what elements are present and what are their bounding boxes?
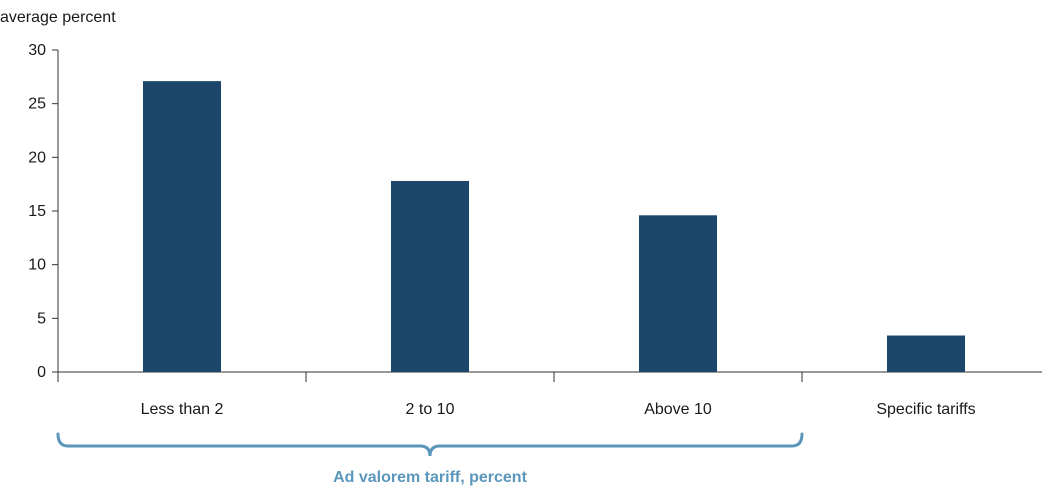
x-axis — [57, 371, 1042, 382]
y-tick-label: 0 — [37, 364, 46, 381]
y-tick-label: 30 — [28, 42, 46, 59]
y-tick-label: 15 — [28, 203, 46, 220]
y-tick-label: 5 — [37, 310, 46, 327]
y-tick-label: 20 — [28, 149, 46, 166]
bar — [391, 180, 469, 372]
y-axis-label: average percent — [0, 9, 116, 26]
group-brace — [56, 432, 804, 457]
group-label: Ad valorem tariff, percent — [333, 469, 528, 486]
bar — [639, 215, 717, 372]
x-category-label: Specific tariffs — [876, 401, 975, 418]
category-labels: Less than 2 2 to 10 Above 10 Specific tarif… — [141, 401, 976, 418]
x-category-label: Less than 2 — [141, 401, 224, 418]
bar — [887, 335, 965, 372]
x-category-label: Above 10 — [644, 401, 712, 418]
category-group: Ad valorem tariff, percent — [56, 432, 804, 486]
x-category-label: 2 to 10 — [406, 401, 455, 418]
bar — [143, 81, 221, 373]
y-axis: 0 5 10 15 20 25 30 — [28, 42, 59, 381]
y-tick-label: 25 — [28, 96, 46, 113]
bars — [143, 81, 965, 373]
y-tick-label: 10 — [28, 257, 46, 274]
